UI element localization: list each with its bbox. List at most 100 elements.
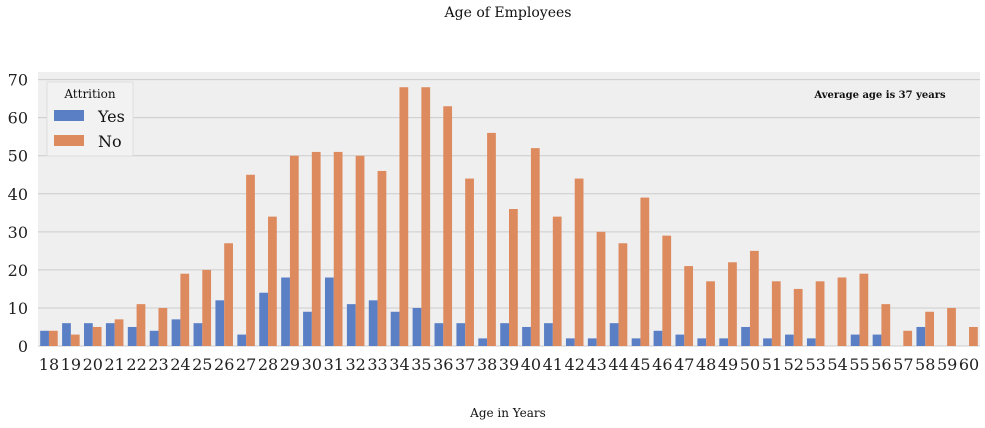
- x-tick-label: 37: [455, 355, 475, 374]
- bar-yes-27: [237, 334, 247, 346]
- x-tick-label: 20: [83, 355, 103, 374]
- x-tick-label: 42: [565, 355, 585, 374]
- legend-swatch-yes: [54, 110, 84, 121]
- bar-no-44: [618, 243, 628, 346]
- bar-yes-46: [653, 330, 663, 346]
- x-tick-label: 43: [586, 355, 606, 374]
- bar-yes-40: [522, 326, 531, 346]
- bar-no-31: [333, 151, 343, 346]
- x-tick-label: 57: [893, 355, 913, 374]
- y-tick-label: 40: [8, 185, 28, 204]
- bar-no-20: [92, 326, 102, 346]
- bar-yes-43: [587, 338, 597, 346]
- bar-no-33: [377, 170, 387, 346]
- bar-yes-52: [785, 334, 794, 346]
- bar-no-57: [903, 330, 913, 346]
- bar-no-40: [530, 148, 540, 346]
- bar-no-55: [859, 273, 869, 346]
- y-tick-label: 20: [8, 261, 28, 280]
- x-tick-label: 39: [499, 355, 519, 374]
- bar-yes-51: [763, 338, 772, 346]
- bar-yes-48: [697, 338, 707, 346]
- bar-yes-42: [565, 338, 575, 346]
- bar-yes-49: [719, 338, 729, 346]
- x-tick-label: 36: [433, 355, 453, 374]
- x-tick-label: 49: [718, 355, 738, 374]
- bar-no-25: [202, 269, 212, 346]
- bar-no-48: [706, 281, 715, 346]
- bar-no-43: [596, 231, 606, 346]
- bar-yes-35: [412, 307, 422, 346]
- bar-no-46: [662, 235, 672, 346]
- chart-title: Age of Employees: [444, 5, 572, 21]
- bar-yes-45: [631, 338, 641, 346]
- y-tick-label: 50: [8, 147, 28, 166]
- bar-no-51: [771, 281, 781, 346]
- x-tick-label: 38: [477, 355, 497, 374]
- bar-yes-50: [741, 326, 750, 346]
- bar-no-58: [925, 311, 934, 346]
- bar-yes-58: [916, 326, 926, 346]
- x-tick-label: 47: [674, 355, 694, 374]
- x-tick-label: 51: [762, 355, 782, 374]
- bar-yes-34: [390, 311, 400, 346]
- bar-no-27: [246, 174, 255, 346]
- y-tick-label: 30: [8, 223, 28, 242]
- x-tick-label: 27: [236, 355, 256, 374]
- x-tick-label: 60: [959, 355, 979, 374]
- bar-no-50: [749, 250, 759, 346]
- bar-no-47: [684, 266, 694, 346]
- bar-yes-39: [500, 323, 509, 346]
- x-tick-label: 32: [345, 355, 365, 374]
- bar-yes-55: [850, 334, 860, 346]
- bar-yes-53: [806, 338, 816, 346]
- x-tick-label: 33: [367, 355, 387, 374]
- y-tick-label: 0: [18, 337, 28, 356]
- bar-no-49: [728, 262, 737, 346]
- legend-title: Attrition: [63, 87, 116, 101]
- bar-no-24: [180, 273, 190, 346]
- bar-no-59: [947, 307, 956, 346]
- bar-yes-33: [368, 300, 378, 346]
- bar-no-39: [509, 209, 518, 346]
- x-tick-label: 21: [104, 355, 124, 374]
- x-tick-labels: 18 19 20 21 22 23 24 25 26 27 28 29 30 31 32 33 34 35 36 37…: [39, 355, 979, 374]
- x-tick-label: 25: [192, 355, 212, 374]
- x-tick-label: 44: [608, 355, 628, 374]
- bar-no-36: [443, 106, 453, 346]
- bar-yes-38: [478, 338, 488, 346]
- bar-no-37: [465, 178, 474, 346]
- x-tick-label: 35: [411, 355, 431, 374]
- bar-yes-30: [303, 311, 312, 346]
- y-tick-label: 60: [8, 109, 28, 128]
- bar-no-28: [268, 216, 277, 346]
- bar-no-32: [355, 155, 365, 346]
- x-tick-label: 29: [280, 355, 300, 374]
- x-axis-label: Age in Years: [470, 406, 546, 420]
- bar-yes-24: [171, 319, 181, 346]
- bar-yes-47: [675, 334, 685, 346]
- x-tick-label: 28: [258, 355, 278, 374]
- bar-yes-19: [62, 323, 71, 346]
- bars: [40, 87, 978, 346]
- bar-no-41: [552, 216, 562, 346]
- bar-no-30: [311, 151, 321, 346]
- bar-no-35: [421, 87, 431, 346]
- bar-yes-31: [324, 277, 334, 346]
- x-tick-label: 30: [302, 355, 322, 374]
- x-tick-label: 53: [806, 355, 826, 374]
- bar-no-18: [48, 330, 58, 346]
- x-tick-label: 46: [652, 355, 672, 374]
- x-tick-label: 23: [148, 355, 168, 374]
- x-tick-label: 52: [784, 355, 804, 374]
- bar-no-26: [224, 243, 233, 346]
- bar-no-56: [881, 304, 891, 346]
- legend-label-no: No: [98, 132, 122, 151]
- bar-yes-37: [456, 323, 466, 346]
- bar-no-22: [136, 304, 146, 346]
- legend: Attrition Yes No: [46, 81, 134, 157]
- x-tick-label: 40: [521, 355, 541, 374]
- x-tick-label: 50: [740, 355, 760, 374]
- bar-no-45: [640, 197, 650, 346]
